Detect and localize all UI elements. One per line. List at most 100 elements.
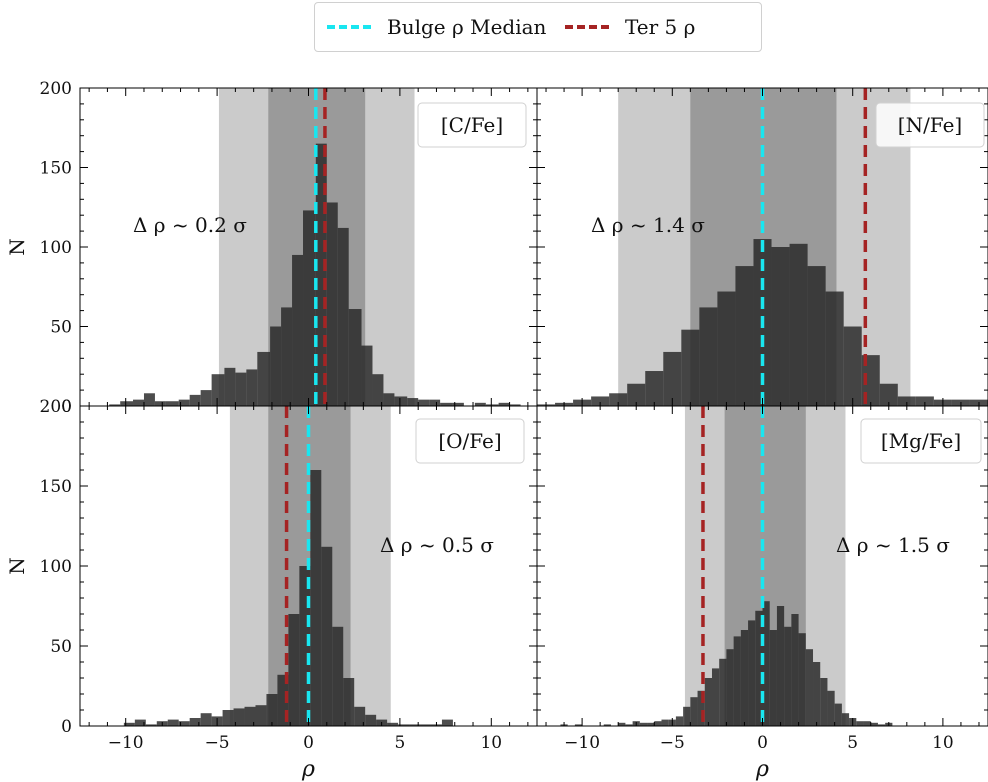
y-tick-label: 150 [40, 159, 72, 179]
histogram-bar [726, 649, 734, 726]
histogram-bar [485, 404, 499, 406]
histogram-bar [740, 630, 749, 726]
panel-label-box [417, 102, 527, 148]
histogram-bar [645, 371, 664, 406]
histogram-bar [755, 610, 763, 726]
legend-item-ter5: Ter 5 ρ [565, 15, 695, 39]
histogram-bar [167, 719, 179, 726]
y-tick-label: 100 [40, 238, 72, 258]
y-tick-label: 0 [61, 717, 72, 737]
x-tick-label: 0 [303, 733, 314, 753]
histogram-bar [233, 708, 245, 726]
legend-swatch-ter5 [565, 25, 609, 29]
histogram-bar [498, 402, 510, 406]
histogram-bar [145, 724, 157, 726]
histogram-bar [354, 706, 366, 726]
histogram-bar [717, 291, 736, 406]
delta-rho-annotation: Δ ρ ~ 1.4 σ [591, 213, 705, 237]
histogram-bar [348, 309, 362, 406]
plot-area [109, 88, 521, 406]
histogram-bar [109, 404, 121, 406]
histogram-bar [321, 546, 333, 726]
delta-rho-annotation: Δ ρ ~ 0.2 σ [133, 213, 247, 237]
histogram-bar [452, 402, 464, 406]
panel-label-box [860, 418, 982, 464]
histogram-bar [246, 369, 258, 406]
histogram-bar [255, 705, 267, 726]
histogram-bar [609, 393, 628, 406]
panel-label: [Mg/Fe] [881, 429, 961, 453]
histogram-bar [211, 374, 225, 406]
histogram-bar [820, 678, 828, 726]
histogram-bar [697, 690, 705, 726]
histogram-bar [735, 266, 754, 406]
histogram-bar [123, 722, 135, 726]
y-tick-label: 50 [50, 637, 72, 657]
y-tick-label: 200 [40, 79, 72, 99]
histogram-bar [365, 714, 377, 726]
histogram-bar [394, 396, 408, 406]
panel-label: [C/Fe] [441, 113, 503, 137]
histogram-bar [178, 399, 190, 406]
histogram-bar [143, 393, 155, 406]
x-tick-label: −10 [108, 733, 144, 753]
histogram-bar [440, 402, 453, 406]
histogram-bar [266, 694, 278, 726]
histogram-bar [661, 719, 669, 726]
x-tick-label: 5 [847, 733, 858, 753]
histogram-bar [798, 633, 806, 726]
histogram-bar [915, 396, 934, 406]
x-tick-label: 0 [757, 733, 768, 753]
histogram-bar [827, 690, 835, 726]
delta-rho-annotation: Δ ρ ~ 0.5 σ [380, 533, 494, 557]
histogram-bar [863, 721, 871, 726]
histogram-bar [165, 401, 179, 406]
histogram-bar [771, 247, 790, 406]
panel-label: [O/Fe] [438, 429, 501, 453]
histogram-bar [675, 716, 684, 726]
histogram-bar [189, 718, 201, 726]
histogram-bar [769, 630, 777, 726]
x-axis-label: ρ [755, 757, 769, 782]
histogram-bar [699, 307, 718, 406]
histogram-bar [603, 724, 611, 726]
histogram-bar [409, 724, 421, 726]
histogram-bar [270, 326, 282, 406]
histogram-bar [292, 254, 304, 406]
legend-label-ter5: Ter 5 ρ [625, 15, 696, 39]
histogram-bar [647, 722, 655, 726]
y-tick-label: 100 [40, 557, 72, 577]
panel-label-box [415, 418, 525, 464]
legend-item-bulge-median: Bulge ρ Median [327, 15, 546, 39]
histogram-bar [420, 724, 431, 726]
histogram-bar [627, 383, 646, 406]
histogram-bar [762, 601, 770, 726]
histogram-bar [310, 470, 322, 726]
panel-0: 0 50 100 150 200 N [C/Fe] Δ ρ ~ 0.2 σ [5, 79, 538, 417]
histogram-bar [683, 706, 691, 726]
histogram-bar [791, 614, 799, 726]
panel-3: −10 −5 0 5 10 ρ [Mg/Fe] Δ ρ ~ 1.5 σ [536, 405, 988, 782]
histogram-bar [663, 351, 682, 406]
y-axis-label: N [5, 238, 29, 256]
y-tick-label: 150 [40, 477, 72, 497]
histogram-bar [719, 658, 727, 726]
histogram-bar [189, 394, 201, 406]
histogram-bar [681, 329, 700, 406]
histogram-bar [843, 326, 862, 406]
histogram-bar [337, 227, 349, 406]
panel-label-box [875, 102, 985, 148]
histogram-bar [244, 706, 256, 726]
panel-1: [N/Fe] Δ ρ ~ 1.4 σ [536, 87, 988, 407]
legend-label-bulge: Bulge ρ Median [387, 15, 547, 39]
histogram-bar [870, 722, 878, 726]
histogram-bar [789, 243, 808, 406]
histogram-bar [332, 626, 344, 726]
histogram-bar [372, 374, 384, 406]
histogram-bar [897, 396, 916, 406]
x-axis-label: ρ [301, 757, 315, 782]
y-tick-label: 50 [50, 318, 72, 338]
x-tick-label: 10 [932, 733, 954, 753]
histogram-bar [877, 724, 886, 726]
